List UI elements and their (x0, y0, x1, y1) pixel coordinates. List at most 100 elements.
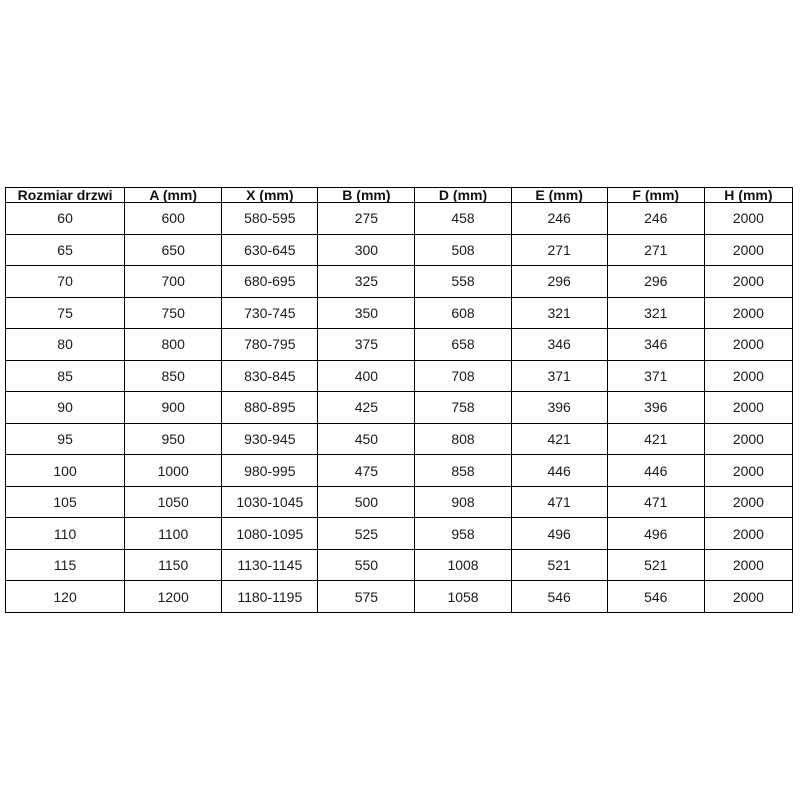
table-cell: 575 (317, 580, 416, 613)
table-cell: 70 (4, 265, 126, 298)
table-cell: 708 (414, 359, 512, 393)
table-cell: 115 (4, 548, 126, 582)
table-cell: 1050 (124, 485, 223, 519)
table-cell: 2000 (703, 391, 794, 424)
table-cell: 600 (124, 202, 223, 235)
table-cell: 110 (4, 517, 126, 550)
table-cell: 908 (414, 485, 512, 519)
table-cell: 630-645 (221, 233, 319, 267)
table-row: 80 800 780-795 375 658 346 346 2000 (4, 328, 794, 361)
table-cell: 808 (414, 422, 512, 456)
table-cell: 2000 (703, 328, 794, 361)
table-cell: 321 (606, 296, 705, 330)
header-e-mm: E (mm) (510, 187, 608, 203)
table-cell: 1008 (414, 548, 512, 582)
table-cell: 296 (606, 265, 705, 298)
table-cell: 521 (510, 548, 608, 582)
table-cell: 730-745 (221, 296, 319, 330)
table-cell: 60 (4, 202, 126, 235)
table-cell: 980-995 (221, 454, 319, 487)
table-cell: 346 (606, 328, 705, 361)
table-cell: 546 (510, 580, 608, 613)
table-cell: 2000 (703, 202, 794, 235)
table-cell: 550 (317, 548, 416, 582)
table-cell: 446 (510, 454, 608, 487)
table-cell: 521 (606, 548, 705, 582)
table-cell: 650 (124, 233, 223, 267)
header-h-mm: H (mm) (703, 187, 794, 203)
table-cell: 2000 (703, 233, 794, 267)
header-b-mm: B (mm) (317, 187, 416, 203)
table-cell: 2000 (703, 359, 794, 393)
table-row: 90 900 880-895 425 758 396 396 2000 (4, 391, 794, 424)
table-cell: 830-845 (221, 359, 319, 393)
table-cell: 1200 (124, 580, 223, 613)
table-cell: 1030-1045 (221, 485, 319, 519)
table-cell: 246 (510, 202, 608, 235)
header-x-mm: X (mm) (221, 187, 319, 203)
table-cell: 325 (317, 265, 416, 298)
table-cell: 1180-1195 (221, 580, 319, 613)
table-cell: 525 (317, 517, 416, 550)
header-a-mm: A (mm) (124, 187, 223, 203)
table-cell: 100 (4, 454, 126, 487)
table-row: 60 600 580-595 275 458 246 246 2000 (4, 202, 794, 235)
table-cell: 346 (510, 328, 608, 361)
table-cell: 446 (606, 454, 705, 487)
table-cell: 300 (317, 233, 416, 267)
table-cell: 371 (606, 359, 705, 393)
table-header-row: Rozmiar drzwi A (mm) X (mm) B (mm) D (mm… (4, 187, 794, 203)
table-cell: 508 (414, 233, 512, 267)
table-cell: 2000 (703, 296, 794, 330)
door-size-dimensions-table: Rozmiar drzwi A (mm) X (mm) B (mm) D (mm… (4, 187, 794, 613)
table-cell: 396 (606, 391, 705, 424)
table-cell: 558 (414, 265, 512, 298)
table-row: 70 700 680-695 325 558 296 296 2000 (4, 265, 794, 298)
table-cell: 1000 (124, 454, 223, 487)
table-cell: 780-795 (221, 328, 319, 361)
table-cell: 400 (317, 359, 416, 393)
table-cell: 580-595 (221, 202, 319, 235)
table-cell: 900 (124, 391, 223, 424)
table-cell: 800 (124, 328, 223, 361)
table-cell: 458 (414, 202, 512, 235)
table-cell: 680-695 (221, 265, 319, 298)
table-cell: 75 (4, 296, 126, 330)
table-cell: 2000 (703, 454, 794, 487)
table-cell: 1130-1145 (221, 548, 319, 582)
table-row: 115 1150 1130-1145 550 1008 521 521 2000 (4, 548, 794, 582)
table-cell: 700 (124, 265, 223, 298)
table-cell: 471 (510, 485, 608, 519)
table-cell: 321 (510, 296, 608, 330)
table-cell: 546 (606, 580, 705, 613)
table-cell: 271 (606, 233, 705, 267)
table-cell: 120 (4, 580, 126, 613)
table-cell: 880-895 (221, 391, 319, 424)
table-cell: 296 (510, 265, 608, 298)
table-cell: 750 (124, 296, 223, 330)
table-cell: 375 (317, 328, 416, 361)
table-cell: 2000 (703, 517, 794, 550)
table-cell: 246 (606, 202, 705, 235)
table-cell: 450 (317, 422, 416, 456)
table-cell: 950 (124, 422, 223, 456)
table-cell: 350 (317, 296, 416, 330)
table-cell: 608 (414, 296, 512, 330)
table-row: 75 750 730-745 350 608 321 321 2000 (4, 296, 794, 330)
table-cell: 95 (4, 422, 126, 456)
table-cell: 1150 (124, 548, 223, 582)
table-cell: 2000 (703, 580, 794, 613)
table-cell: 475 (317, 454, 416, 487)
table-cell: 421 (606, 422, 705, 456)
table-cell: 85 (4, 359, 126, 393)
table-cell: 90 (4, 391, 126, 424)
table-cell: 2000 (703, 422, 794, 456)
table-cell: 758 (414, 391, 512, 424)
table-cell: 958 (414, 517, 512, 550)
table-row: 95 950 930-945 450 808 421 421 2000 (4, 422, 794, 456)
table-cell: 496 (606, 517, 705, 550)
table-cell: 105 (4, 485, 126, 519)
table-cell: 858 (414, 454, 512, 487)
table-cell: 421 (510, 422, 608, 456)
